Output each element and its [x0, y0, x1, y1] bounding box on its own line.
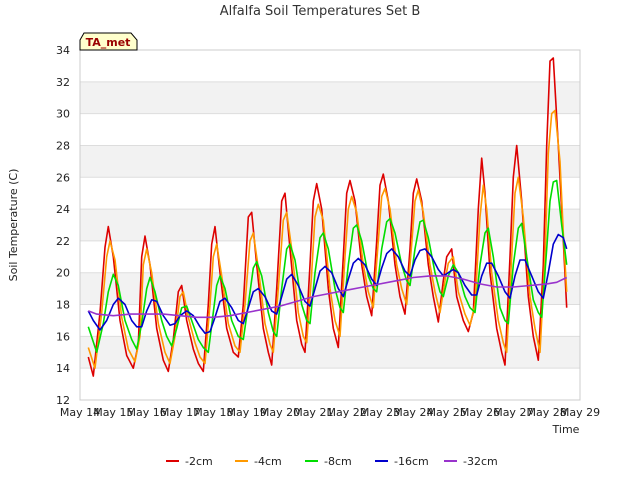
x-tick-label: May 17	[160, 406, 200, 419]
x-tick-label: May 19	[227, 406, 267, 419]
series-line-32cm	[88, 275, 568, 319]
y-tick-label: 26	[56, 171, 70, 184]
x-tick-label: May 23	[360, 406, 400, 419]
x-tick-label: May 24	[393, 406, 433, 419]
series-line-16cm	[87, 233, 568, 334]
legend: -2cm -4cm -8cm -16cm -32cm	[166, 455, 498, 468]
x-tick-label: May 20	[260, 406, 300, 419]
annotation-box	[79, 32, 138, 51]
plot-band	[80, 209, 580, 241]
legend-label: -4cm	[254, 455, 282, 468]
legend-label: -2cm	[185, 455, 213, 468]
x-tick-label: May 18	[193, 406, 233, 419]
chart-title: Alfalfa Soil Temperatures Set B	[220, 4, 421, 19]
y-tick-label: 28	[56, 139, 70, 152]
legend-label: -16cm	[394, 455, 429, 468]
series-line-4cm	[87, 109, 568, 369]
y-tick-label: 20	[56, 267, 70, 280]
y-tick-label: 32	[56, 76, 70, 89]
plot-bands	[80, 81, 580, 369]
plot-frame	[79, 49, 581, 401]
series-line-8cm	[87, 179, 568, 354]
x-tick-label: May 14	[60, 406, 100, 419]
x-tick-label: May 25	[427, 406, 467, 419]
x-tick-label: May 16	[127, 406, 167, 419]
plot-band	[80, 81, 580, 114]
x-tick-label: May 21	[293, 406, 333, 419]
legend-label: -8cm	[324, 455, 352, 468]
y-tick-label: 24	[56, 203, 70, 216]
x-tick-label: May 15	[93, 406, 133, 419]
y-tick-label: 22	[56, 235, 70, 248]
y-tick-label: 16	[56, 330, 70, 343]
x-tick-label: May 26	[460, 406, 500, 419]
ta-met-annotation: TA_met	[79, 32, 138, 51]
series-layer	[87, 57, 568, 377]
plot-band	[80, 145, 580, 178]
x-tick-label: May 22	[327, 406, 367, 419]
x-tick-label: May 29	[560, 406, 600, 419]
legend-label: -32cm	[463, 455, 498, 468]
y-axis-title: Soil Temperature (C)	[7, 169, 20, 282]
y-tick-label: 12	[56, 394, 70, 407]
annotation-label: TA_met	[86, 36, 131, 49]
y-tick-label: 30	[56, 108, 70, 121]
y-tick-label: 18	[56, 299, 70, 312]
x-tick-label: May 28	[527, 406, 567, 419]
x-tick-label: May 27	[493, 406, 533, 419]
y-tick-label: 34	[56, 44, 70, 57]
y-tick-label: 14	[56, 362, 70, 375]
x-axis-title: Time	[552, 423, 580, 436]
